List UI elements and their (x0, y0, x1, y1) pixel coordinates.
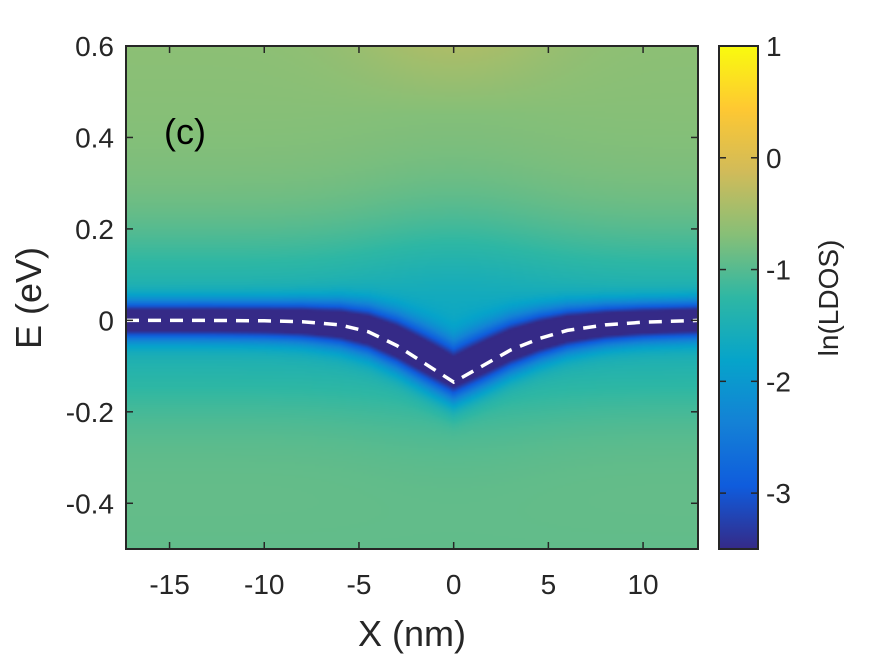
x-axis: -15 -10 -5 0 5 10 (149, 46, 659, 600)
y-tick-label: -0.4 (66, 488, 114, 519)
x-tick-label: 0 (446, 569, 462, 600)
y-axis: -0.4 -0.2 0 0.2 0.4 0.6 (66, 31, 698, 519)
x-tick-label: -5 (347, 569, 372, 600)
colorbar-tick-label: 0 (766, 143, 782, 174)
x-axis-label: X (nm) (358, 613, 466, 654)
colorbar-fill (719, 46, 758, 549)
x-tick-label: -15 (149, 569, 189, 600)
y-tick-label: 0.2 (75, 214, 114, 245)
y-tick-label: 0.4 (75, 122, 114, 153)
heatmap-image (126, 46, 698, 549)
colorbar-frame (718, 45, 759, 550)
colorbar: -3 -2 -1 0 1 ln(LDOS) (718, 31, 844, 550)
panel-label: (c) (164, 111, 206, 152)
y-tick-label: 0 (98, 305, 114, 336)
colorbar-tick-label: -2 (766, 366, 791, 397)
x-tick-label: 5 (541, 569, 557, 600)
colorbar-tick-label: 1 (766, 31, 782, 62)
y-tick-label: -0.2 (66, 397, 114, 428)
plot-area: (c) (125, 45, 699, 550)
y-tick-label: 0.6 (75, 31, 114, 62)
colorbar-ticks: -3 -2 -1 0 1 (719, 31, 791, 509)
colorbar-tick-label: -3 (766, 478, 791, 509)
dashed-band-edge-curve (126, 318, 698, 385)
x-tick-label: -10 (244, 569, 284, 600)
colorbar-label: ln(LDOS) (813, 240, 844, 357)
y-axis-label: E (eV) (8, 247, 49, 349)
x-tick-label: 10 (627, 569, 658, 600)
plot-frame (125, 45, 699, 550)
colorbar-tick-label: -1 (766, 255, 791, 286)
